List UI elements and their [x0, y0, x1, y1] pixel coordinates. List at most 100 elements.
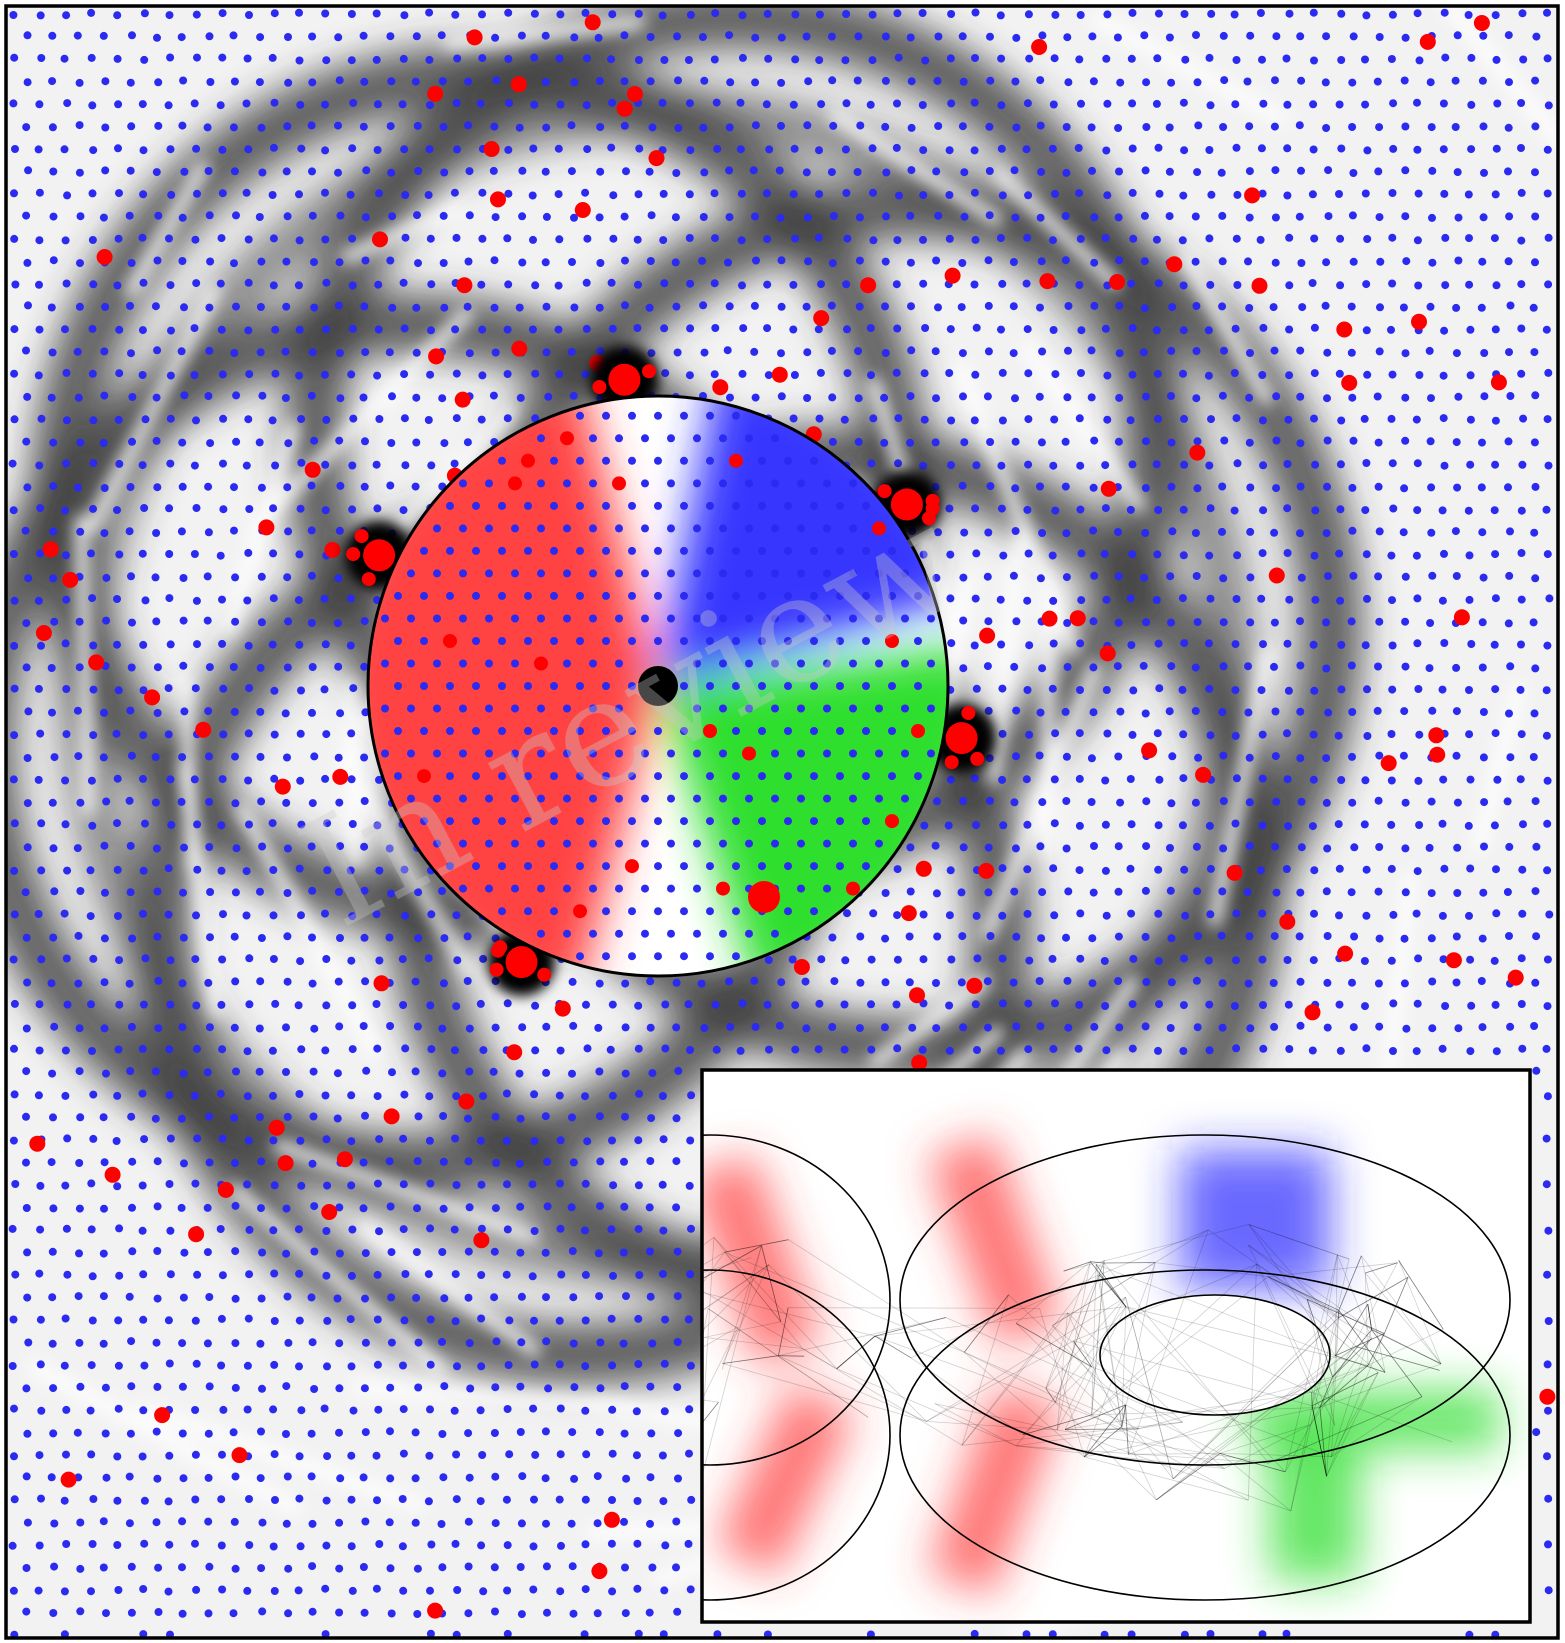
lattice-dot [1167, 618, 1175, 627]
lattice-dot [89, 416, 98, 425]
lattice-dot [347, 1362, 356, 1371]
lattice-dot [141, 415, 150, 424]
lattice-dot [1231, 324, 1240, 333]
lattice-dot [1167, 662, 1176, 671]
lattice-dot [505, 1316, 514, 1325]
lattice-dot [1179, 1001, 1188, 1010]
lattice-dot [1428, 258, 1437, 267]
lattice-dot [738, 999, 747, 1008]
disc-lattice-dot [615, 614, 623, 623]
lattice-dot [453, 956, 462, 965]
lattice-dot [1155, 189, 1164, 198]
lattice-dot [905, 978, 914, 987]
lattice-dot [440, 934, 449, 943]
lattice-dot [1049, 326, 1058, 334]
lattice-dot [438, 1430, 447, 1438]
lattice-dot [1374, 796, 1383, 805]
disc-lattice-dot [576, 637, 584, 645]
lattice-dot [1296, 32, 1305, 41]
lattice-dot [1037, 934, 1046, 943]
lattice-dot [427, 910, 436, 919]
lattice-dot [946, 550, 955, 559]
lattice-dot [114, 1316, 123, 1325]
lattice-dot [633, 1497, 642, 1505]
lattice-dot [335, 436, 344, 445]
lattice-dot [659, 1226, 668, 1235]
disc-defect-dot [703, 724, 717, 738]
lattice-dot [568, 1113, 576, 1122]
disc-lattice-dot [667, 749, 675, 758]
lattice-dot [557, 1541, 565, 1550]
network-edge [768, 1264, 927, 1422]
lattice-dot [516, 1382, 525, 1391]
lattice-dot [932, 256, 941, 265]
network-edge [874, 1335, 1056, 1403]
lattice-dot [1037, 438, 1046, 447]
lattice-dot [466, 1384, 475, 1393]
disc-lattice-dot [719, 839, 727, 848]
lattice-dot [257, 123, 266, 132]
disc-lattice-dot [511, 749, 519, 758]
lattice-dot [711, 9, 720, 18]
lattice-dot [1191, 798, 1200, 807]
lattice-dot [959, 77, 968, 86]
lattice-dot [1218, 1023, 1227, 1032]
lattice-dot [453, 1362, 461, 1371]
disc-lattice-dot [810, 682, 818, 690]
lattice-dot [583, 54, 591, 63]
lattice-dot [89, 1134, 98, 1143]
lattice-dot [542, 212, 551, 221]
defect-dot [554, 1000, 571, 1017]
lattice-dot [360, 662, 369, 671]
network-edge [1268, 1396, 1423, 1464]
lattice-dot [138, 233, 147, 242]
network-edge [1248, 1244, 1336, 1426]
lattice-dot [541, 1248, 550, 1257]
lattice-dot [151, 798, 160, 807]
lattice-dot [165, 234, 173, 243]
lattice-dot [947, 639, 956, 648]
disc-lattice-dot [797, 479, 805, 488]
lattice-dot [217, 1314, 226, 1323]
lattice-dot [154, 976, 163, 985]
lattice-dot [203, 1248, 212, 1257]
lattice-dot [361, 1294, 369, 1303]
network-edge [1334, 1303, 1369, 1357]
lattice-dot [451, 1270, 460, 1279]
lattice-dot [1191, 257, 1200, 266]
lattice-dot [893, 911, 902, 920]
lattice-dot [893, 9, 902, 18]
lattice-dot [10, 1452, 18, 1461]
lattice-dot [1334, 820, 1343, 829]
lattice-dot [452, 1002, 461, 1011]
lattice-dot [1193, 484, 1202, 493]
lattice-dot [114, 912, 122, 920]
lattice-dot [127, 1022, 136, 1031]
lattice-dot [231, 1564, 240, 1573]
network-edge [1095, 1264, 1127, 1307]
disc-lattice-dot [537, 704, 545, 713]
network-edge [1224, 1424, 1311, 1469]
lattice-dot [932, 979, 940, 987]
lattice-dot [166, 53, 175, 62]
lattice-dot [1115, 256, 1124, 265]
disc-lattice-dot [433, 524, 441, 533]
lattice-dot [10, 1090, 19, 1099]
lattice-dot [218, 9, 227, 18]
network-edge [961, 1294, 1009, 1446]
lattice-dot [1087, 754, 1096, 763]
lattice-dot [138, 1226, 147, 1235]
lattice-dot [477, 1362, 486, 1371]
lattice-dot [1349, 1023, 1358, 1032]
lattice-dot [270, 1269, 279, 1278]
lattice-dot [255, 213, 264, 221]
network-edge [1311, 1317, 1340, 1406]
lattice-dot [894, 53, 903, 62]
lattice-dot [1428, 1024, 1437, 1033]
lattice-dot [269, 955, 278, 963]
disc-lattice-dot [628, 456, 636, 465]
lattice-dot [1010, 662, 1019, 671]
lattice-dot [348, 234, 357, 243]
disc-lattice-dot [862, 637, 870, 645]
lattice-dot [1414, 954, 1423, 963]
